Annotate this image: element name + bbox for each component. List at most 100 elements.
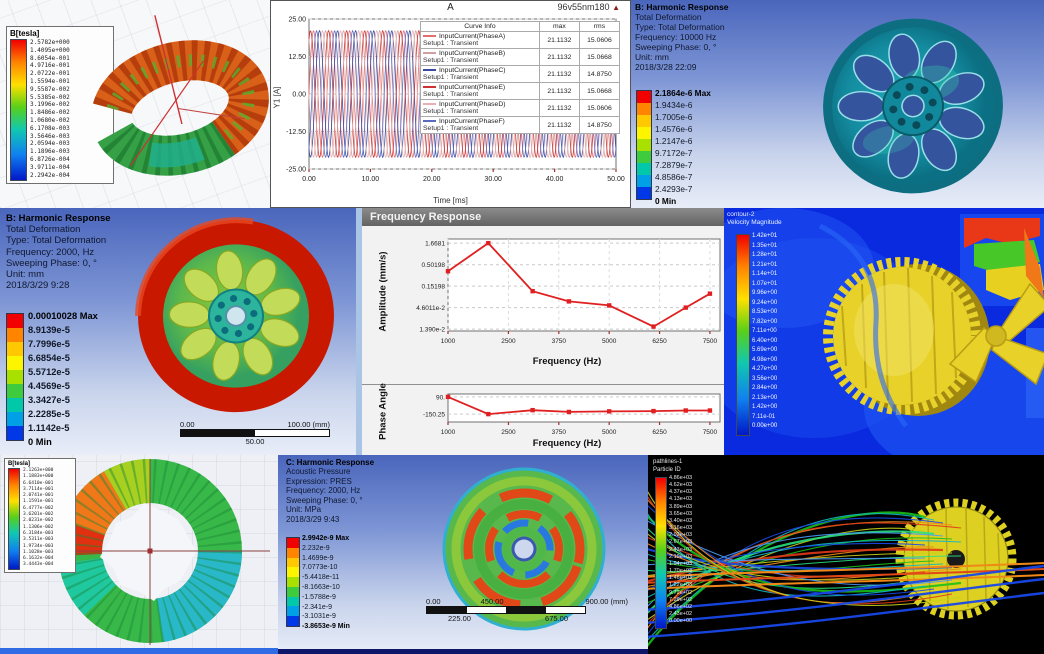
legend-value: 4.98e+00	[752, 356, 778, 363]
colorbar	[655, 477, 667, 629]
legend-value: 3.89e+03	[669, 503, 693, 510]
legend-value: 1.14e+01	[752, 271, 778, 278]
header-line: Unit: mm	[6, 269, 44, 281]
scale-max: 100.00 (mm)	[287, 420, 330, 429]
data-point-marker	[530, 288, 535, 294]
colorbar-band	[287, 606, 299, 617]
colorbar	[636, 90, 652, 200]
legend-value: 1.4576e-6	[655, 124, 693, 134]
legend-value: 6.40e+00	[752, 337, 778, 344]
result-header: B: Harmonic Response Total Deformation Typ…	[635, 2, 729, 72]
legend-value: -8.1663e-10	[302, 583, 340, 591]
legend-value: 9.7172e-7	[655, 148, 693, 158]
series-name: InputCurrent(PhaseB)	[439, 50, 506, 57]
cfd-legend-title: contour-2 Velocity Magnitude	[727, 211, 782, 227]
series-setup: Setup1 : Transient	[423, 57, 479, 64]
table-row: InputCurrent(PhaseE) Setup1 : Transient 2…	[420, 82, 621, 100]
svg-text:2500: 2500	[501, 429, 516, 436]
pathlines-legend-title: pathlines-1 Particle ID	[653, 459, 682, 474]
legend-value: 6.4777e-002	[23, 505, 54, 511]
legend-value: 5.5385e-002	[30, 93, 70, 101]
legend-value: 1.1883e+000	[23, 474, 54, 480]
result-header: B: Harmonic Response Total Deformation Typ…	[6, 213, 111, 291]
colorbar-band	[7, 384, 23, 398]
table-row: InputCurrent(PhaseB) Setup1 : Transient 2…	[420, 48, 621, 66]
legend-value: -2.341e-9	[302, 603, 332, 611]
legend-value: 7.11e+00	[752, 328, 777, 335]
legend-value: 4.27e+00	[752, 366, 778, 373]
series-setup: Setup1 : Transient	[423, 91, 479, 98]
legend-value: 3.1996e-002	[30, 101, 70, 109]
legend-value: 3.16e+03	[669, 525, 693, 532]
series-name: InputCurrent(PhaseD)	[439, 101, 506, 108]
legend-value: 2.67e+03	[669, 539, 693, 546]
legend-value: 2.5782e+000	[30, 39, 70, 46]
legend-value: 5.69e+00	[752, 347, 778, 354]
colorbar-band	[287, 577, 299, 587]
series-setup: Setup1 : Transient	[423, 125, 479, 132]
legend-value: -3.1031e-9	[302, 613, 336, 621]
phase-x-title: Frequency (Hz)	[532, 438, 602, 449]
colorbar-band	[7, 398, 23, 412]
window-title-bar: Frequency Response	[362, 208, 724, 226]
colorbar-band	[637, 91, 651, 103]
color-legend: B[tesla] 2.1263e+000 1.1883e+000 6.6410e-0…	[4, 458, 76, 573]
legend-values: 1.42e+01 1.35e+01 1.28e+01 1.21e+01 1.14e+01…	[752, 232, 777, 432]
legend-value: 2.232e-9	[302, 544, 330, 552]
header-line: Frequency: 10000 Hz	[635, 32, 717, 43]
streamline	[648, 515, 962, 593]
streamline	[648, 562, 1044, 578]
colorbar-band	[7, 328, 23, 342]
streamline	[648, 520, 953, 586]
colorbar	[6, 313, 24, 441]
legend-value: 9.72e+02	[669, 589, 693, 596]
phase-curve	[447, 396, 710, 416]
legend-value: 1.35e+01	[752, 242, 778, 249]
response-curve	[447, 241, 711, 328]
svg-text:3750: 3750	[552, 338, 567, 345]
legend-value: 1.8486e-002	[30, 109, 70, 117]
colorbar-band	[287, 567, 299, 578]
x-axis-title: Time [ms]	[433, 196, 468, 205]
header-line: Unit: MPa	[286, 505, 322, 515]
streamline	[648, 505, 935, 596]
series-max: 21.1132	[538, 116, 580, 134]
svg-text:30.00: 30.00	[484, 176, 502, 183]
panel-pathlines: pathlines-1 Particle ID 4.86e+03 4.62e+03…	[648, 455, 1044, 654]
series-swatch	[423, 103, 436, 106]
legend-value: 0.00e+00	[669, 618, 693, 625]
legend-values: 0.00010028 Max 8.9139e-5 7.7996e-5 6.6854e-…	[28, 309, 98, 449]
svg-text:6250: 6250	[652, 429, 667, 436]
table-row: InputCurrent(PhaseD) Setup1 : Transient 2…	[420, 99, 621, 117]
legend-value: 3.56e+00	[752, 375, 778, 382]
scale-mid: 50.00	[245, 437, 265, 446]
svg-text:1.6681: 1.6681	[425, 241, 445, 248]
legend-title: B[tesla]	[8, 461, 31, 467]
streamline	[648, 568, 1044, 584]
legend-value: 0.00010028 Max	[28, 311, 98, 321]
svg-text:25.00: 25.00	[288, 17, 306, 24]
colorbar-band	[7, 356, 23, 370]
legend-value: 1.9434e-6	[655, 100, 693, 110]
legend-value: 1.70e+03	[669, 568, 693, 575]
legend-title-line2: Velocity Magnitude	[727, 219, 782, 226]
design-name: 96v55nm180	[557, 2, 610, 12]
colorbar-band	[637, 163, 651, 175]
svg-text:90.: 90.	[436, 394, 445, 401]
scale-t2: 900.00 (mm)	[585, 597, 628, 606]
legend-value: 9.5587e-002	[30, 85, 70, 93]
legend-value: 7.7996e-5	[28, 339, 70, 349]
legend-value: 2.0594e-003	[30, 140, 70, 148]
svg-text:0.50198: 0.50198	[422, 262, 446, 269]
colorbar	[736, 234, 750, 436]
data-point-marker	[445, 394, 451, 400]
plot-title: A	[447, 2, 454, 13]
series-rms: 15.0606	[578, 99, 621, 117]
data-point-marker	[651, 324, 656, 329]
legend-value: 6.6854e-5	[28, 353, 70, 363]
header-line: Acoustic Pressure	[286, 467, 351, 477]
amplitude-axis-title: Amplitude (mm/s)	[377, 251, 389, 332]
col-max: max	[538, 21, 580, 32]
scale-b0: 225.00	[448, 614, 471, 623]
legend-value: 2.0231e-002	[23, 518, 54, 524]
